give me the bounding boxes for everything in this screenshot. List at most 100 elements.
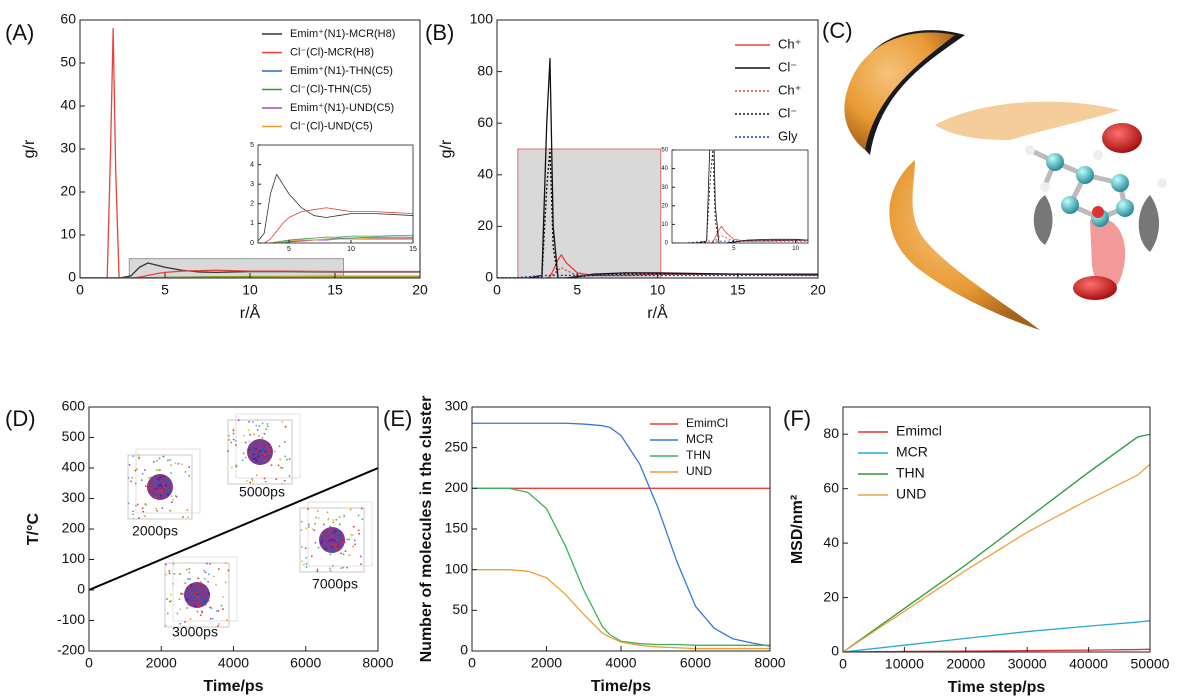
snapshot-dot (346, 539, 348, 541)
snapshot-dot (342, 541, 344, 543)
panel: 01000020000300004000050000020406080(F)Ti… (783, 406, 1170, 696)
snapshot-dot (308, 524, 310, 526)
legend-label: Gly (778, 128, 798, 143)
snapshot-label: 2000ps (132, 523, 178, 539)
snapshot-dot (343, 515, 345, 517)
snapshot-dot (360, 555, 362, 557)
snapshot-dot (193, 598, 195, 600)
snapshot-dot (358, 529, 360, 531)
y-tick-label: 40 (661, 166, 668, 172)
snapshot-dot (317, 569, 319, 571)
x-tick-label: 4000 (605, 654, 636, 670)
snapshot-dot (334, 530, 336, 532)
snapshot-dot (169, 510, 171, 512)
y-tick-label: 4 (250, 161, 254, 168)
atom (1116, 199, 1134, 217)
x-tick-label: 15 (730, 281, 746, 297)
y-tick-label: 400 (62, 459, 86, 475)
y-tick-label: 10 (60, 226, 76, 242)
snapshot-dot (349, 554, 351, 556)
y-tick-label: 100 (470, 11, 494, 27)
snapshot-dot (216, 610, 218, 612)
panel-label: (A) (5, 20, 34, 45)
x-tick-label: 5 (573, 281, 581, 297)
snapshot-dot (352, 546, 354, 548)
y-tick-label: 20 (661, 203, 668, 209)
snapshot-dot (186, 509, 188, 511)
y-tick-label: 150 (445, 520, 469, 536)
snapshot-dot (318, 547, 320, 549)
snapshot-dot (168, 491, 170, 493)
snapshot-dot (156, 510, 158, 512)
snapshot-dot (145, 485, 147, 487)
snapshot-dot (235, 444, 237, 446)
snapshot-dot (329, 528, 331, 530)
snapshot-dot (307, 508, 309, 510)
snapshot-dot (315, 542, 317, 544)
snapshot-dot (159, 469, 161, 471)
snapshot-dot (252, 421, 254, 423)
y-tick-label: 60 (60, 11, 76, 27)
snapshot-dot (156, 469, 158, 471)
snapshot-dot (335, 547, 337, 549)
lines (843, 434, 1150, 652)
y-tick-label: 0 (250, 240, 254, 247)
legend-label: Cl⁻ (778, 105, 797, 120)
snapshot-dot (236, 464, 238, 466)
snapshot-dot (144, 515, 146, 517)
snapshot-dot (314, 523, 316, 525)
snapshot-dot (135, 505, 137, 507)
snapshot-dot (132, 455, 134, 457)
snapshot-dot (243, 435, 245, 437)
atom (1025, 145, 1035, 155)
panel-label: (F) (783, 406, 811, 431)
surface (1034, 195, 1053, 245)
y-tick-label: 40 (60, 97, 76, 113)
x-tick-label: 15 (327, 281, 343, 297)
snapshot-dot (350, 534, 352, 536)
snapshot-dot (231, 467, 233, 469)
x-tick-label: 50000 (1131, 655, 1170, 671)
snapshot-dot (135, 483, 137, 485)
snapshot-dot (225, 582, 227, 584)
snapshot (227, 414, 300, 485)
snapshot-dot (258, 447, 260, 449)
snapshot-dot (350, 509, 352, 511)
snapshot-dot (137, 504, 139, 506)
snapshot-dot (233, 433, 235, 435)
snapshot-dot (248, 441, 250, 443)
x-tick-label: 0 (493, 281, 501, 297)
snapshot-dot (318, 517, 320, 519)
snapshot-dot (331, 530, 333, 532)
snapshot-dot (230, 442, 232, 444)
snapshot-dot (204, 578, 206, 580)
snapshot (300, 502, 372, 572)
snapshot-dot (222, 596, 224, 598)
snapshot-dot (186, 607, 188, 609)
y-tick-label: 60 (823, 479, 839, 495)
snapshot-dot (186, 569, 188, 571)
x-tick-label: 10 (242, 281, 258, 297)
snapshot-dot (332, 521, 334, 523)
snapshot-dot (245, 457, 247, 459)
snapshot-dot (188, 475, 190, 477)
snapshot-dot (260, 443, 262, 445)
snapshot-dot (330, 554, 332, 556)
snapshot-dot (203, 570, 205, 572)
y-tick-label: 500 (62, 428, 86, 444)
snapshot-dot (262, 422, 264, 424)
panel: 51015012345 (250, 142, 417, 253)
snapshot-dot (150, 486, 152, 488)
snapshot-dot (306, 566, 308, 568)
snapshot-dot (164, 625, 166, 627)
atom (1076, 166, 1094, 184)
snapshot-dot (169, 601, 171, 603)
snapshot-dot (179, 598, 181, 600)
snapshot-dot (266, 423, 268, 425)
snapshot-dot (180, 573, 182, 575)
snapshot-dot (335, 550, 337, 552)
snapshot-dot (358, 533, 360, 535)
legend-label: Cl⁻ (778, 59, 797, 74)
snapshot-dot (179, 608, 181, 610)
snapshot-dot (331, 536, 333, 538)
